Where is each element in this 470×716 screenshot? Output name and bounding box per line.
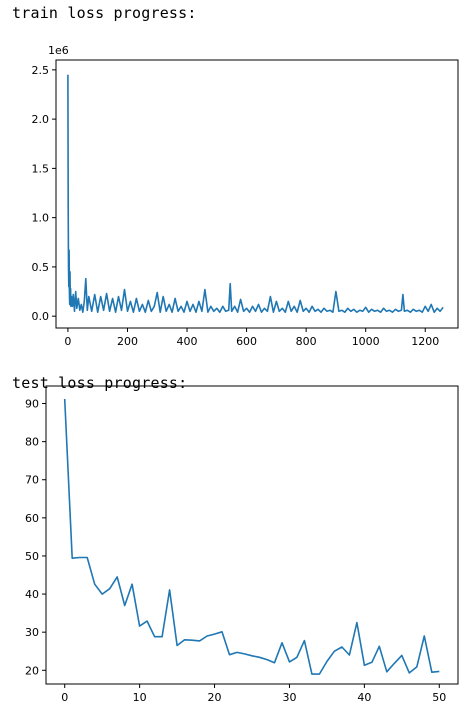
- test-loss-xtick-label: 50: [432, 691, 446, 704]
- test-loss-ytick-label: 80: [25, 436, 39, 449]
- train-loss-chart: 1e6 0 200 400 600 800 1000 1200 0.0 0.5 1.0 1.5 2.0…: [32, 44, 459, 348]
- train-loss-ytick-label: 1.5: [32, 162, 50, 175]
- test-loss-ytick-label: 40: [25, 588, 39, 601]
- train-loss-series-line: [67, 74, 444, 314]
- train-loss-caption: train loss progress:: [12, 4, 197, 22]
- test-loss-chart: 0 10 20 30 40 50 20 30 40 50 60 70 80 90: [25, 385, 459, 704]
- train-loss-xtick-label: 0: [64, 335, 71, 348]
- test-loss-ytick-label: 90: [25, 398, 39, 411]
- train-loss-ytick-label: 0.0: [32, 310, 50, 323]
- train-loss-ytick-label: 1.0: [32, 212, 50, 225]
- test-loss-ytick-label: 70: [25, 474, 39, 487]
- test-loss-xtick-label: 10: [133, 691, 147, 704]
- test-loss-ytick-label: 50: [25, 550, 39, 563]
- train-loss-xtick-label: 200: [117, 335, 138, 348]
- train-loss-xtick-label: 1000: [352, 335, 380, 348]
- test-loss-xtick-label: 40: [357, 691, 371, 704]
- train-loss-xtick-label: 600: [236, 335, 257, 348]
- test-loss-xtick-label: 30: [282, 691, 296, 704]
- train-loss-xtick-label: 400: [177, 335, 198, 348]
- test-loss-ytick-label: 20: [25, 664, 39, 677]
- test-loss-ytick-label: 60: [25, 512, 39, 525]
- test-loss-xtick-label: 20: [208, 691, 222, 704]
- train-loss-xtick-label: 1200: [411, 335, 439, 348]
- test-loss-xtick-label: 0: [61, 691, 68, 704]
- test-loss-series-line: [63, 398, 440, 675]
- train-loss-ytick-label: 2.5: [32, 64, 50, 77]
- train-loss-ytick-label: 0.5: [32, 261, 50, 274]
- test-loss-plot-frame: [45, 385, 459, 685]
- train-loss-xtick-label: 800: [296, 335, 317, 348]
- train-loss-ytick-label: 2.0: [32, 113, 50, 126]
- test-loss-ytick-label: 30: [25, 626, 39, 639]
- test-loss-caption: test loss progress:: [12, 374, 188, 392]
- train-loss-offset-text: 1e6: [48, 44, 69, 57]
- train-loss-plot-frame: [55, 59, 459, 329]
